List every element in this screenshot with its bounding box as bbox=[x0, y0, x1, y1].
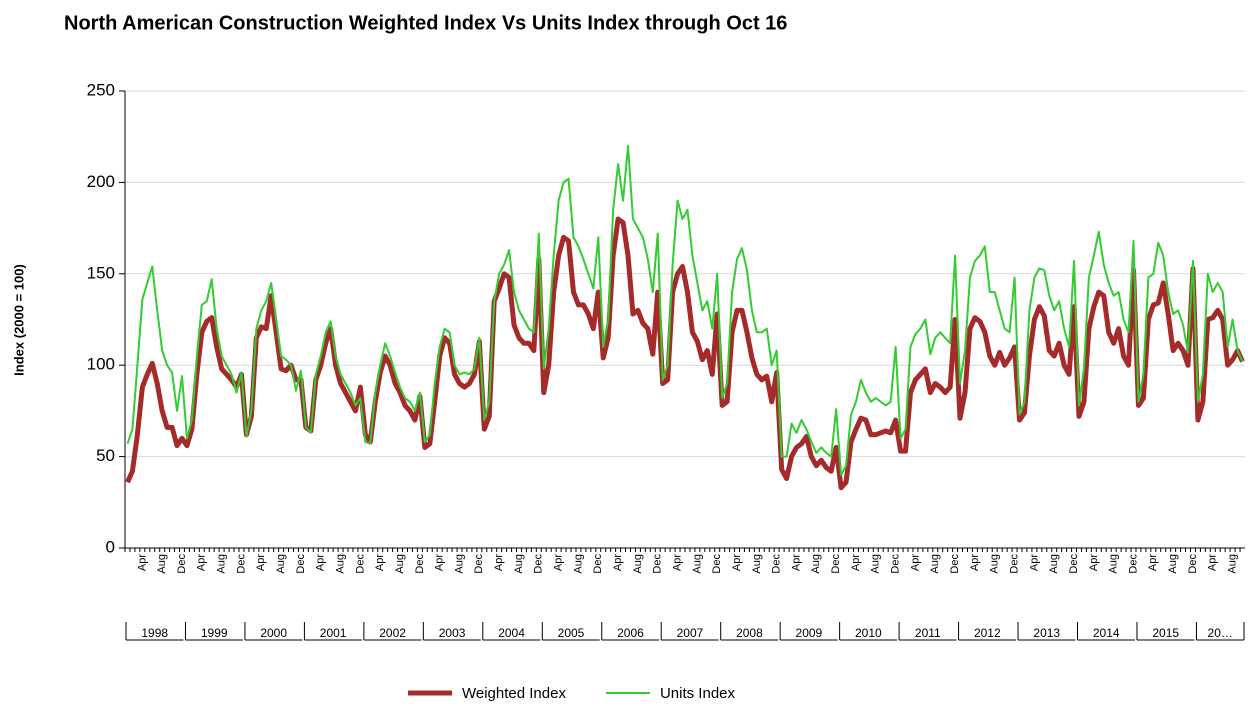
year-label: 2013 bbox=[1033, 626, 1060, 640]
year-label: 2012 bbox=[974, 626, 1001, 640]
chart-title: North American Construction Weighted Ind… bbox=[64, 12, 787, 34]
x-tick-label: Aug bbox=[1108, 554, 1120, 574]
x-tick-label: Dec bbox=[295, 554, 307, 574]
year-label: 2014 bbox=[1093, 626, 1120, 640]
y-tick-label: 250 bbox=[87, 80, 115, 99]
year-label: 2015 bbox=[1152, 626, 1179, 640]
x-tick-label: Dec bbox=[1187, 554, 1199, 574]
x-tick-label: Aug bbox=[1048, 554, 1060, 574]
year-label: 1998 bbox=[141, 626, 168, 640]
y-axis-label: Index (2000 = 100) bbox=[11, 264, 26, 376]
year-label: 2003 bbox=[439, 626, 466, 640]
x-tick-label: Aug bbox=[275, 554, 287, 574]
x-tick-label: Apr bbox=[969, 554, 981, 571]
x-tick-label: Dec bbox=[235, 554, 247, 574]
x-tick-label: Aug bbox=[216, 554, 228, 574]
x-tick-label: Aug bbox=[572, 554, 584, 574]
y-tick-label: 150 bbox=[87, 263, 115, 282]
x-tick-label: Aug bbox=[929, 554, 941, 574]
x-tick-label: Aug bbox=[453, 554, 465, 574]
year-label: 2009 bbox=[796, 626, 823, 640]
year-label: 2001 bbox=[320, 626, 347, 640]
x-tick-label: Apr bbox=[255, 554, 267, 571]
x-tick-label: Apr bbox=[1028, 554, 1040, 571]
x-tick-label: Dec bbox=[1127, 554, 1139, 574]
legend-label: Units Index bbox=[660, 685, 736, 702]
y-tick-label: 200 bbox=[87, 172, 115, 191]
year-label: 20… bbox=[1208, 626, 1233, 640]
x-tick-label: Apr bbox=[493, 554, 505, 571]
x-tick-label: Aug bbox=[989, 554, 1001, 574]
x-tick-label: Aug bbox=[1227, 554, 1239, 574]
x-tick-label: Apr bbox=[136, 554, 148, 571]
year-label: 2002 bbox=[379, 626, 406, 640]
x-tick-label: Apr bbox=[1147, 554, 1159, 571]
x-tick-label: Aug bbox=[751, 554, 763, 574]
x-tick-label: Dec bbox=[176, 554, 188, 574]
x-tick-label: Dec bbox=[414, 554, 426, 574]
y-tick-label: 100 bbox=[87, 355, 115, 374]
y-tick-label: 0 bbox=[106, 537, 115, 556]
year-label: 2005 bbox=[558, 626, 585, 640]
x-tick-label: Aug bbox=[1167, 554, 1179, 574]
x-tick-label: Apr bbox=[434, 554, 446, 571]
x-tick-label: Dec bbox=[890, 554, 902, 574]
x-tick-label: Dec bbox=[592, 554, 604, 574]
x-tick-label: Aug bbox=[870, 554, 882, 574]
y-tick-label: 50 bbox=[96, 446, 115, 465]
x-tick-label: Aug bbox=[334, 554, 346, 574]
x-tick-label: Dec bbox=[533, 554, 545, 574]
x-tick-label: Apr bbox=[850, 554, 862, 571]
x-tick-label: Aug bbox=[513, 554, 525, 574]
year-label: 2008 bbox=[736, 626, 763, 640]
x-tick-label: Dec bbox=[771, 554, 783, 574]
year-label: 2000 bbox=[260, 626, 287, 640]
legend-label: Weighted Index bbox=[462, 685, 566, 702]
x-tick-label: Dec bbox=[1068, 554, 1080, 574]
x-tick-label: Dec bbox=[1008, 554, 1020, 574]
x-tick-label: Dec bbox=[830, 554, 842, 574]
x-tick-label: Apr bbox=[671, 554, 683, 571]
x-tick-label: Dec bbox=[473, 554, 485, 574]
x-tick-label: Dec bbox=[354, 554, 366, 574]
line-series bbox=[126, 144, 1244, 476]
x-tick-label: Dec bbox=[652, 554, 664, 574]
x-tick-label: Aug bbox=[156, 554, 168, 574]
x-tick-label: Apr bbox=[196, 554, 208, 571]
x-tick-label: Apr bbox=[374, 554, 386, 571]
year-label: 2006 bbox=[617, 626, 644, 640]
x-tick-label: Dec bbox=[711, 554, 723, 574]
line-series bbox=[125, 216, 1245, 491]
year-label: 1999 bbox=[201, 626, 228, 640]
x-tick-label: Aug bbox=[394, 554, 406, 574]
year-label: 2004 bbox=[498, 626, 525, 640]
x-tick-label: Apr bbox=[612, 554, 624, 571]
x-tick-label: Aug bbox=[632, 554, 644, 574]
x-tick-label: Apr bbox=[315, 554, 327, 571]
x-tick-label: Aug bbox=[691, 554, 703, 574]
x-tick-label: Apr bbox=[1088, 554, 1100, 571]
x-tick-label: Aug bbox=[810, 554, 822, 574]
year-label: 2011 bbox=[915, 626, 941, 640]
x-tick-label: Dec bbox=[949, 554, 961, 574]
year-label: 2010 bbox=[855, 626, 882, 640]
x-tick-label: Apr bbox=[1207, 554, 1219, 571]
x-tick-label: Apr bbox=[909, 554, 921, 571]
x-tick-label: Apr bbox=[731, 554, 743, 571]
x-tick-label: Apr bbox=[790, 554, 802, 571]
x-tick-label: Apr bbox=[553, 554, 565, 571]
year-label: 2007 bbox=[677, 626, 704, 640]
